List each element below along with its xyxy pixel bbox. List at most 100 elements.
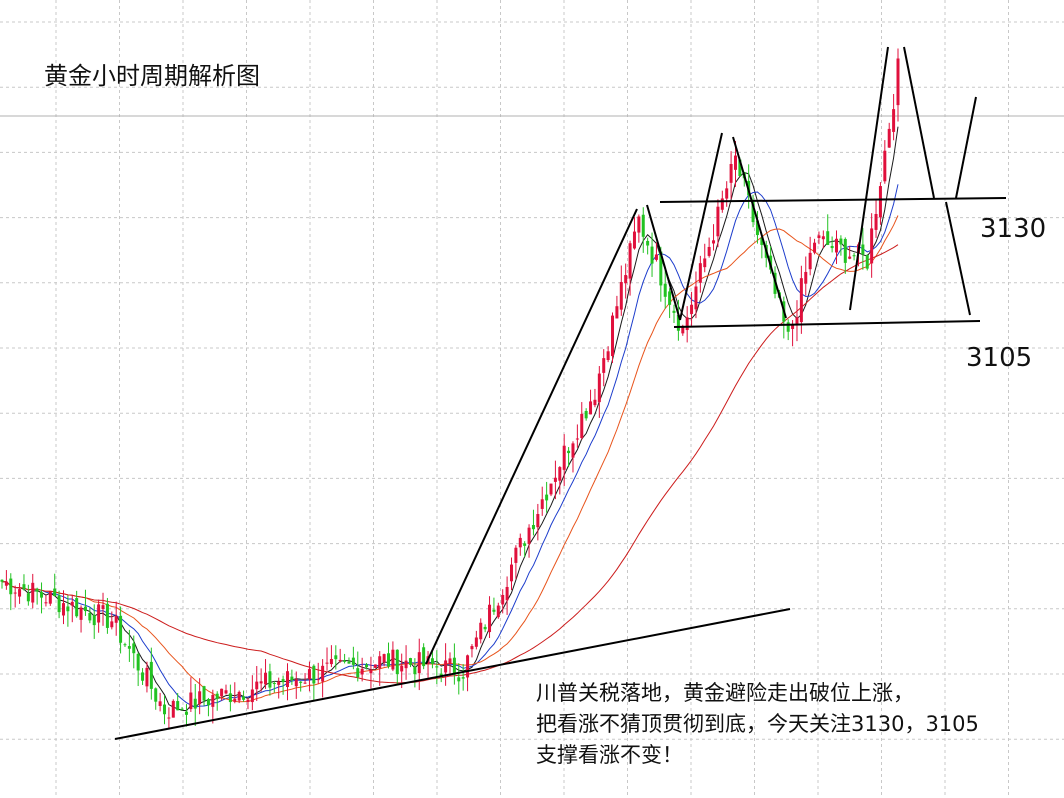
note-line: 川普关税落地，黄金避险走出破位上涨，: [536, 681, 914, 705]
candle-body: [813, 242, 817, 253]
candle-body: [729, 164, 733, 183]
ma-line: [1, 126, 899, 712]
candle-body: [531, 524, 535, 530]
candle-body: [720, 198, 724, 210]
candle-body: [707, 246, 711, 256]
zigzag-line: [903, 46, 935, 199]
candle-body: [672, 310, 676, 313]
candle-body: [356, 668, 360, 678]
candle-body: [294, 679, 298, 687]
candle-body: [439, 673, 443, 677]
candle-body: [694, 286, 698, 310]
candle-body: [119, 615, 123, 643]
candle-body: [88, 612, 92, 621]
candle-body: [193, 698, 197, 709]
candle-body: [268, 671, 272, 688]
candle-body: [136, 653, 140, 671]
candle-body: [624, 275, 628, 284]
candle-body: [575, 438, 579, 440]
candle-body: [540, 499, 544, 509]
candle-body: [145, 667, 149, 687]
candle-body: [681, 327, 685, 334]
candle-body: [211, 694, 215, 707]
candle-body: [821, 236, 825, 240]
candle-body: [413, 666, 417, 675]
candle-body: [817, 235, 821, 239]
candle-body: [70, 601, 74, 606]
candle-body: [198, 691, 202, 705]
candle-body: [110, 621, 114, 628]
candle-body: [321, 665, 325, 682]
candle-body: [628, 243, 632, 279]
candle-body: [365, 664, 369, 668]
candle-body: [123, 644, 127, 646]
candle-body: [523, 543, 527, 546]
candle-body: [343, 660, 347, 662]
candle-body: [382, 654, 386, 663]
candle-body: [202, 686, 206, 701]
support-trendline: [114, 608, 791, 740]
candle-body: [641, 214, 645, 237]
candle-body: [163, 704, 167, 715]
candle-body: [632, 231, 636, 249]
candle-body: [466, 655, 470, 678]
candle-body: [206, 699, 210, 706]
candle-body: [61, 603, 65, 616]
candle-body: [878, 186, 882, 218]
candle-body: [589, 401, 593, 415]
candle-body: [176, 701, 180, 711]
candle-body: [79, 607, 83, 620]
candle-body: [738, 159, 742, 177]
candle-body: [444, 660, 448, 673]
candle-body: [351, 657, 355, 665]
candle-body: [92, 615, 96, 626]
candle-body: [725, 188, 729, 199]
candle-body: [158, 701, 162, 706]
candle-body: [865, 255, 869, 269]
chart-title: 黄金小时周期解析图: [44, 62, 260, 90]
candle-body: [18, 589, 22, 597]
candle-body: [571, 443, 575, 458]
candle-body: [299, 681, 303, 683]
candle-body: [492, 609, 496, 612]
candle-body: [606, 351, 610, 360]
ma-line: [1, 244, 899, 684]
candle-body: [281, 679, 285, 683]
candle-body: [264, 672, 268, 685]
candle-body: [791, 324, 795, 329]
candle-body: [883, 150, 887, 182]
candle-body: [549, 483, 553, 495]
zigzag-line: [945, 201, 971, 316]
candle-body: [496, 605, 500, 618]
candle-body: [329, 659, 333, 665]
candle-body: [422, 647, 426, 667]
candle-body: [874, 213, 878, 230]
candle-body: [395, 649, 399, 674]
candle-body: [597, 373, 601, 403]
candle-body: [808, 252, 812, 270]
candle-body: [97, 604, 101, 623]
candle-body: [527, 527, 531, 544]
candle-body: [509, 564, 513, 582]
candle-body: [668, 291, 672, 305]
candle-body: [654, 254, 658, 260]
candle-body: [4, 581, 8, 586]
candle-body: [35, 588, 39, 592]
candle-body: [224, 690, 228, 694]
zigzag-line: [646, 204, 681, 321]
candle-body: [804, 271, 808, 284]
candle-body: [751, 200, 755, 223]
candle-body: [334, 655, 338, 660]
candle-body: [861, 244, 865, 255]
candle-body: [826, 231, 830, 245]
candle-body: [536, 514, 540, 528]
candle-body: [387, 653, 391, 667]
candle-body: [602, 358, 606, 373]
candle-body: [408, 658, 412, 665]
candle-body: [312, 665, 316, 684]
candle-body: [40, 592, 44, 598]
candle-body: [369, 669, 373, 674]
candle-body: [760, 237, 764, 245]
candle-body: [461, 677, 465, 679]
candle-body: [457, 677, 461, 682]
